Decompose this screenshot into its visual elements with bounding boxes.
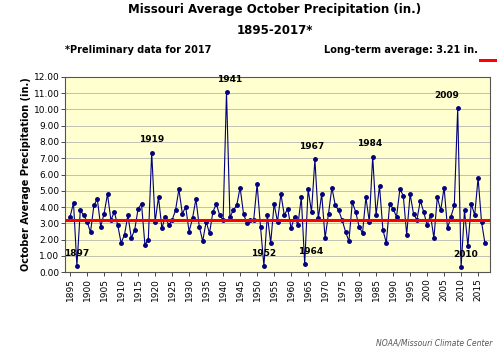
- Text: 1897: 1897: [64, 249, 90, 258]
- Text: 1964: 1964: [298, 247, 323, 256]
- Text: Long-term average: 3.21 in.: Long-term average: 3.21 in.: [324, 45, 478, 55]
- Text: 2010: 2010: [453, 250, 477, 259]
- Text: 1895-2017*: 1895-2017*: [237, 24, 313, 37]
- Text: *Preliminary data for 2017: *Preliminary data for 2017: [65, 45, 212, 55]
- Y-axis label: October Average Precipitation (in.): October Average Precipitation (in.): [21, 77, 31, 272]
- Text: 2009: 2009: [434, 91, 459, 100]
- Text: 1952: 1952: [252, 248, 276, 258]
- Text: Missouri Average October Precipitation (in.): Missouri Average October Precipitation (…: [128, 3, 422, 16]
- Text: 1919: 1919: [139, 135, 164, 144]
- Text: 1941: 1941: [216, 75, 242, 84]
- Text: NOAA/Missouri Climate Center: NOAA/Missouri Climate Center: [376, 338, 492, 347]
- Text: 1967: 1967: [300, 142, 324, 151]
- Text: 1984: 1984: [358, 139, 382, 148]
